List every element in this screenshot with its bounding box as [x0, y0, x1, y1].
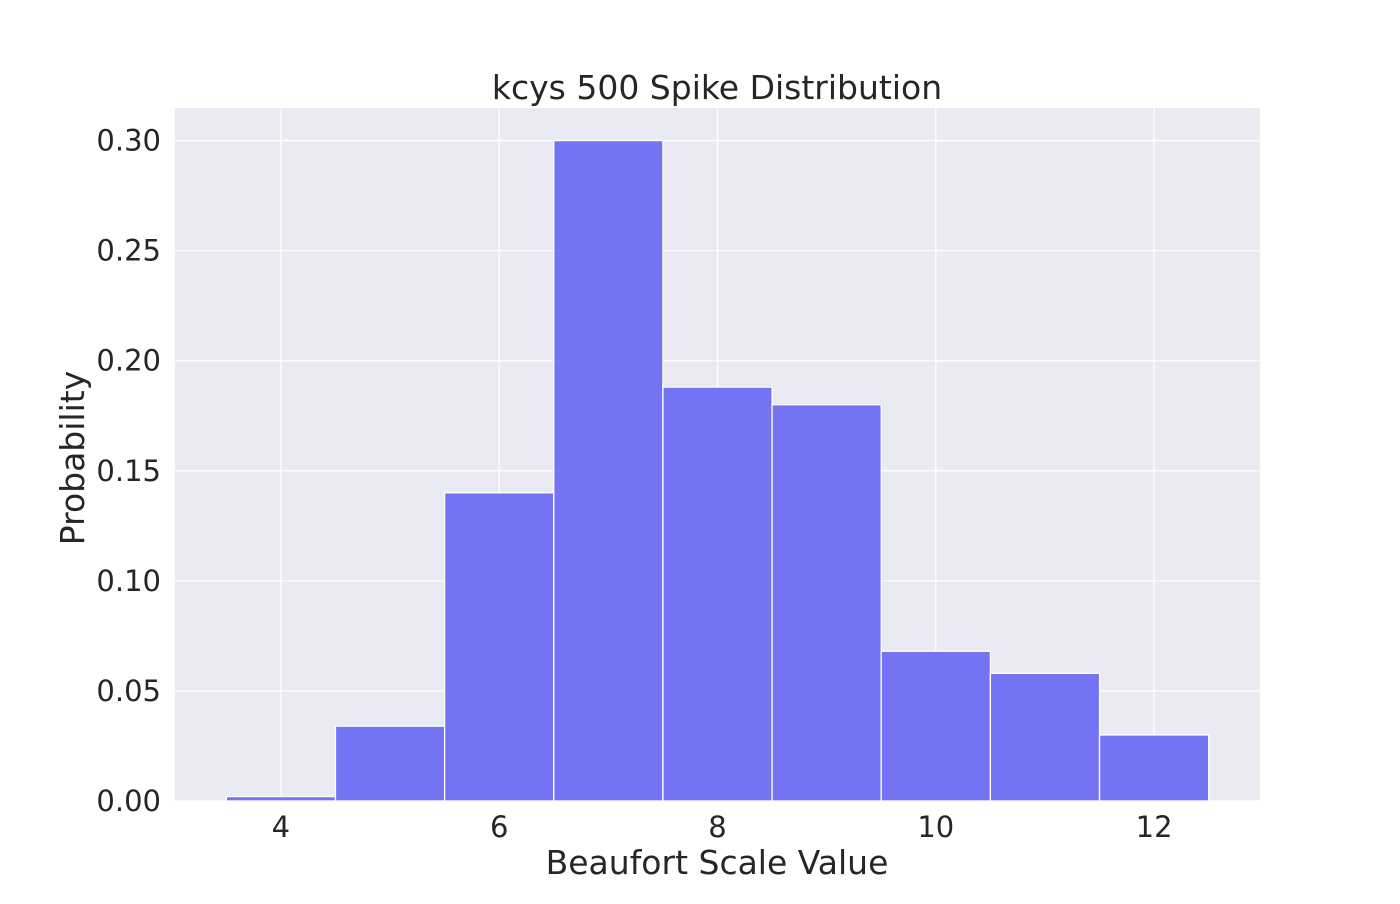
- y-tick-label-0.00: 0.00: [96, 784, 161, 818]
- histogram-bar-2: [334, 725, 446, 802]
- histogram-bars: [225, 139, 1210, 802]
- histogram-bar-7: [880, 650, 992, 802]
- x-tick-label-12: 12: [1136, 810, 1173, 844]
- x-axis-label: Beaufort Scale Value: [546, 843, 889, 882]
- x-tick-label-10: 10: [917, 810, 954, 844]
- histogram-bar-9: [1098, 734, 1210, 802]
- histogram-bar-3: [443, 492, 555, 802]
- y-tick-label-0.10: 0.10: [96, 564, 161, 598]
- histogram-bar-8: [989, 672, 1101, 802]
- x-tick-label-8: 8: [708, 810, 726, 844]
- x-tick-label-4: 4: [272, 810, 290, 844]
- histogram-bar-5: [662, 386, 773, 802]
- histogram-bar-4: [553, 139, 664, 802]
- y-tick-label-0.20: 0.20: [96, 344, 161, 378]
- histogram-bar-1: [225, 795, 337, 802]
- x-tick-labels: 4 6 8 10 12: [272, 810, 1173, 844]
- y-tick-label-0.25: 0.25: [96, 234, 161, 268]
- y-tick-labels: 0.00 0.05 0.10 0.15 0.20 0.25 0.30: [96, 124, 161, 818]
- x-tick-label-6: 6: [490, 810, 508, 844]
- y-tick-label-0.05: 0.05: [96, 674, 161, 708]
- y-tick-label-0.15: 0.15: [96, 454, 161, 488]
- chart-title: kcys 500 Spike Distribution: [492, 68, 942, 107]
- y-axis-label: Probability: [53, 371, 92, 545]
- y-tick-label-0.30: 0.30: [96, 124, 161, 158]
- histogram-bar-6: [771, 404, 882, 802]
